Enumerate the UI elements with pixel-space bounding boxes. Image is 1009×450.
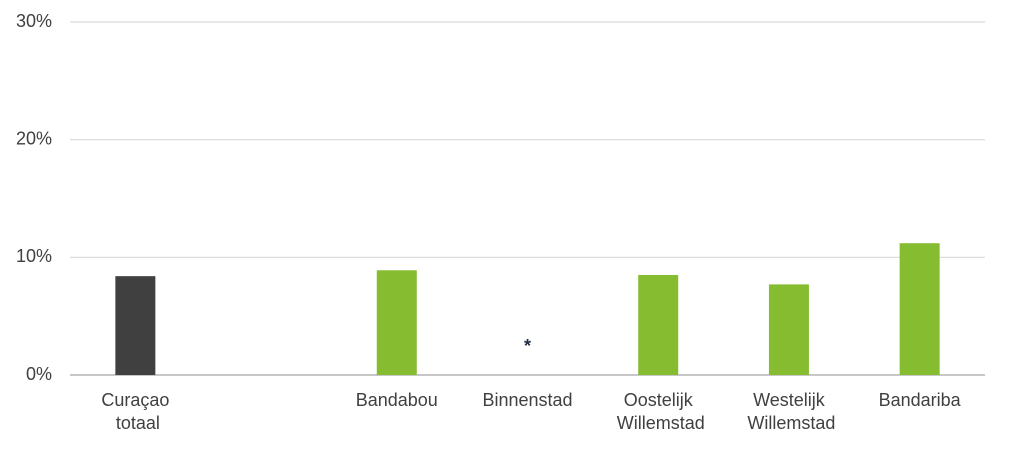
- bar: [638, 274, 679, 375]
- x-tick-label: Bandabou: [356, 390, 438, 410]
- bar: [899, 243, 940, 375]
- x-tick-label: Westelijk Willemstad: [742, 390, 835, 433]
- bar: [768, 284, 809, 375]
- x-tick-label: Oostelijk Willemstad: [612, 390, 705, 433]
- x-tick-label: Binnenstad: [482, 390, 572, 410]
- y-tick-label: 0%: [26, 364, 52, 384]
- y-tick-label: 20%: [16, 128, 52, 148]
- x-tick-label: Bandariba: [879, 390, 962, 410]
- value-label: *: [524, 336, 531, 356]
- bar: [376, 270, 417, 375]
- bar: [115, 276, 156, 375]
- y-tick-label: 30%: [16, 11, 52, 31]
- y-tick-label: 10%: [16, 246, 52, 266]
- x-tick-label: Curaçao totaal: [101, 390, 169, 433]
